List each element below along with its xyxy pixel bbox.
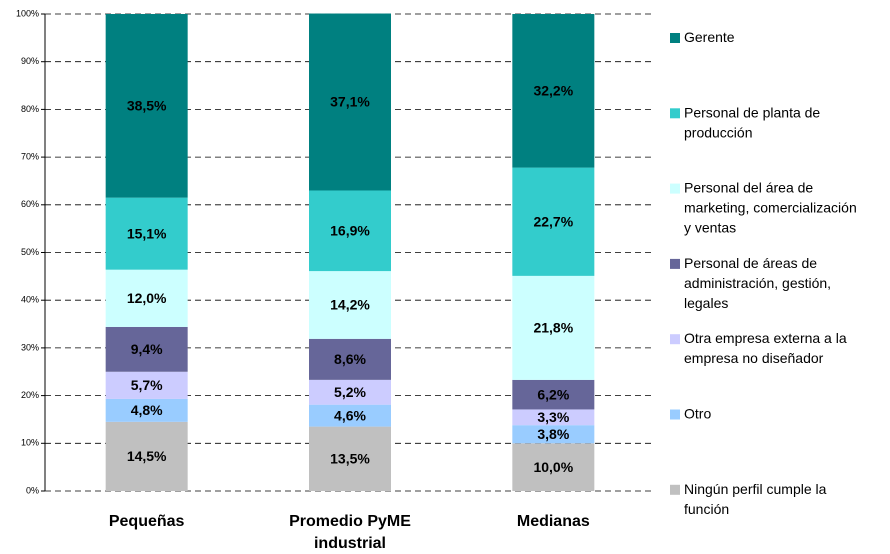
- y-tick-label: 80%: [21, 104, 39, 114]
- bar-segment: [105, 14, 188, 198]
- data-label: 4,8%: [131, 402, 163, 418]
- bar-segment: [105, 269, 188, 327]
- text-line: Pequeñas: [109, 513, 185, 530]
- legend-swatch: [670, 409, 680, 420]
- text-line: Promedio PyME: [289, 513, 411, 530]
- text-line: Otra empresa externa a la: [684, 330, 847, 346]
- legend-label: Otra empresa externa a la empresa no dise…: [684, 330, 847, 366]
- text-line: marketing, comercialización: [684, 199, 857, 215]
- legend-label: Otro: [684, 405, 711, 421]
- y-tick-label: 30%: [21, 342, 39, 352]
- bar-segment: [512, 409, 595, 426]
- data-label: 3,8%: [537, 426, 569, 442]
- y-tick-label: 100%: [16, 8, 39, 18]
- data-label: 15,1%: [127, 225, 167, 241]
- data-label: 5,7%: [131, 377, 163, 393]
- legend-label: Personal de planta de producción: [684, 104, 820, 140]
- data-label: 4,6%: [334, 407, 366, 423]
- legend-swatch: [670, 334, 680, 345]
- bar-segment: [309, 379, 391, 405]
- bar-segment: [309, 338, 391, 380]
- data-label: 37,1%: [330, 94, 370, 110]
- y-tick-label: 50%: [21, 247, 39, 257]
- text-line: empresa no diseñador: [684, 350, 824, 366]
- legend-label: Personal del área de marketing, comercial…: [684, 179, 857, 235]
- text-line: Personal de planta de: [684, 104, 820, 120]
- legend-label: Gerente: [684, 29, 735, 45]
- bar-segment: [309, 271, 391, 339]
- bar-segment: [309, 404, 391, 427]
- text-line: administración, gestión,: [684, 275, 831, 291]
- text-line: legales: [684, 295, 728, 311]
- data-label: 32,2%: [533, 83, 573, 99]
- text-line: y ventas: [684, 219, 736, 235]
- bar-segment: [512, 425, 595, 444]
- bar-segment: [309, 426, 391, 491]
- data-label: 38,5%: [127, 98, 167, 114]
- bar-segment: [309, 190, 391, 272]
- data-label: 9,4%: [131, 341, 163, 357]
- legend-swatch: [670, 183, 680, 194]
- bar-segment: [512, 275, 595, 380]
- legend-label: Personal de áreas de administración, gest…: [684, 255, 831, 311]
- data-label: 21,8%: [533, 320, 573, 336]
- text-line: Personal del área de: [684, 179, 813, 195]
- text-line: Medianas: [517, 513, 590, 530]
- text-line: función: [684, 501, 729, 517]
- y-tick-label: 40%: [21, 295, 39, 305]
- bar-segment: [105, 371, 188, 399]
- data-label: 16,9%: [330, 222, 370, 238]
- bar-segment: [512, 167, 595, 276]
- text-line: producción: [684, 124, 753, 140]
- data-label: 14,5%: [127, 448, 167, 464]
- bar-segment: [105, 421, 188, 491]
- bar-segment: [105, 197, 188, 270]
- bar-segment: [512, 379, 595, 410]
- data-label: 6,2%: [537, 386, 569, 402]
- y-tick-label: 90%: [21, 56, 39, 66]
- legend-label: Ningún perfil cumple la función: [684, 481, 827, 517]
- legend-swatch: [670, 484, 680, 495]
- legend-swatch: [670, 258, 680, 269]
- data-label: 3,3%: [537, 409, 569, 425]
- bar-segment: [512, 443, 595, 491]
- y-tick-label: 0%: [26, 485, 39, 495]
- legend-swatch: [670, 33, 680, 43]
- y-tick-label: 10%: [21, 438, 39, 448]
- x-tick-label: Medianas: [517, 513, 590, 530]
- data-label: 22,7%: [533, 213, 573, 229]
- y-tick-label: 20%: [21, 390, 39, 400]
- x-tick-label: Pequeñas: [109, 513, 185, 530]
- legend-swatch: [670, 108, 680, 119]
- data-label: 12,0%: [127, 290, 167, 306]
- bar-segment: [309, 13, 391, 191]
- bar-segment: [105, 326, 188, 372]
- bar-segment: [512, 14, 595, 168]
- text-line: industrial: [314, 535, 386, 552]
- text-line: Ningún perfil cumple la: [684, 481, 827, 497]
- data-label: 14,2%: [330, 297, 370, 313]
- text-line: Personal de áreas de: [684, 255, 817, 271]
- bar-segment: [105, 398, 188, 422]
- text-line: Gerente: [684, 29, 735, 45]
- text-line: Otro: [684, 405, 711, 421]
- data-label: 10,0%: [533, 459, 573, 475]
- data-label: 13,5%: [330, 451, 370, 467]
- data-label: 5,2%: [334, 384, 366, 400]
- data-label: 8,6%: [334, 351, 366, 367]
- x-tick-label: Promedio PyME industrial: [289, 513, 411, 552]
- y-tick-label: 60%: [21, 199, 39, 209]
- y-tick-label: 70%: [21, 151, 39, 161]
